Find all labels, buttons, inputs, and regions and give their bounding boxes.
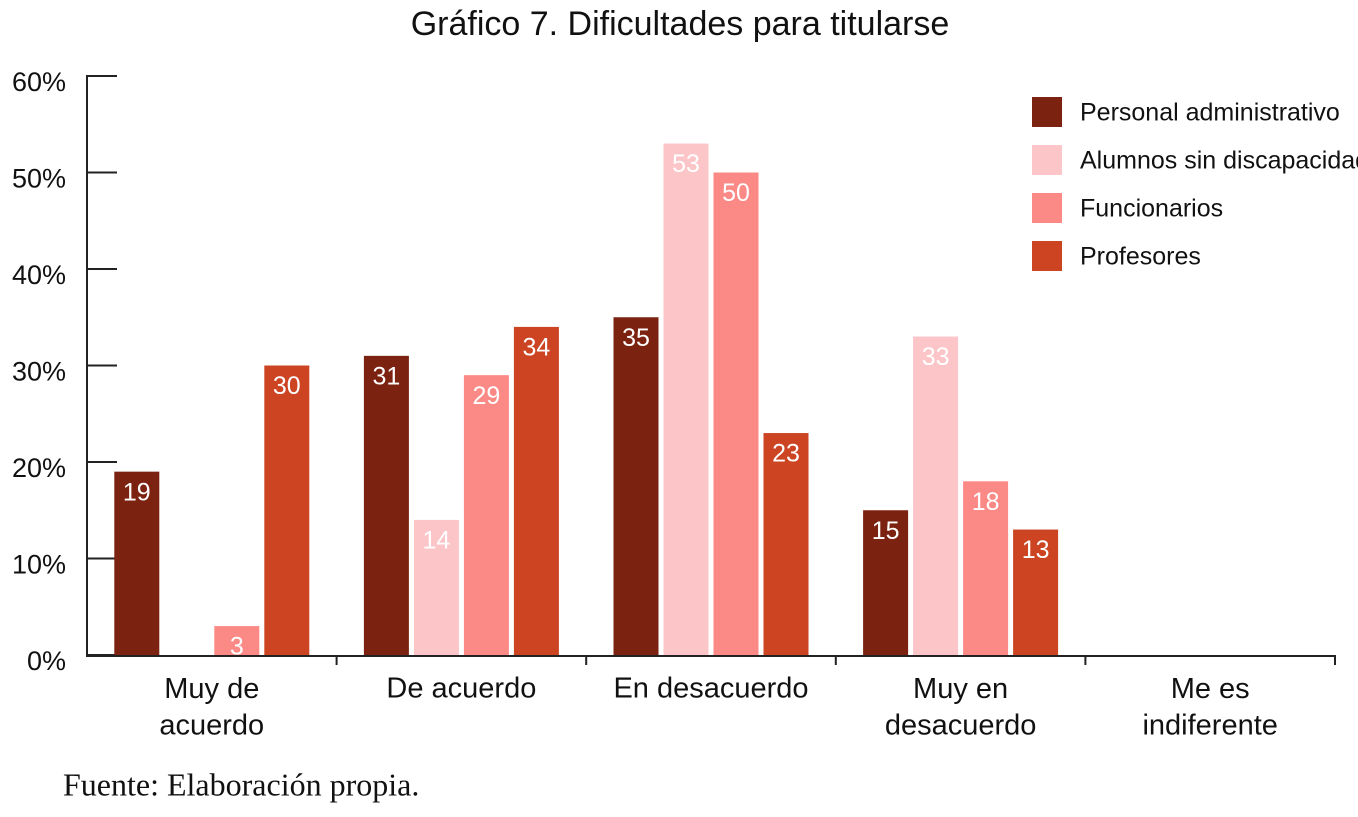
bar (763, 433, 809, 655)
x-tick-label: Muy en desacuerdo (885, 673, 1037, 741)
legend-swatch (1032, 145, 1062, 175)
data-label: 53 (672, 150, 700, 178)
y-tick-label: 40% (12, 260, 66, 290)
legend-label: Profesores (1080, 243, 1201, 271)
bar (264, 365, 310, 655)
bar (663, 143, 709, 656)
bar (1013, 529, 1059, 655)
data-label: 15 (872, 517, 900, 545)
x-tick-label: Me es indiferente (1142, 673, 1277, 741)
data-label: 30 (273, 372, 301, 400)
legend-swatch (1032, 97, 1062, 127)
bar (863, 510, 909, 655)
y-tick-label: 50% (12, 164, 66, 194)
bar (963, 481, 1009, 655)
data-label: 50 (722, 179, 750, 207)
legend-label: Personal administrativo (1080, 99, 1340, 127)
data-label: 18 (972, 488, 1000, 516)
data-label: 33 (922, 343, 950, 371)
y-tick-label: 20% (12, 453, 66, 483)
legend-label: Alumnos sin discapacidad (1080, 147, 1358, 175)
bar (413, 519, 459, 655)
x-tick-label: De acuerdo (386, 673, 536, 705)
data-label: 23 (772, 440, 800, 468)
data-label: 34 (522, 334, 550, 362)
x-tick-label: En desacuerdo (613, 673, 808, 705)
bar (463, 375, 509, 655)
y-tick-label: 0% (27, 646, 66, 676)
data-label: 13 (1022, 536, 1050, 564)
y-tick-label: 30% (12, 357, 66, 387)
bar (214, 626, 260, 655)
y-tick-label: 60% (12, 67, 66, 97)
legend-label: Funcionarios (1080, 195, 1223, 223)
chart-title: Gráfico 7. Dificultades para titularse (411, 5, 950, 43)
data-label: 29 (472, 382, 500, 410)
y-tick-label: 10% (12, 550, 66, 580)
data-label: 31 (372, 362, 400, 390)
legend-swatch (1032, 193, 1062, 223)
legend-swatch (1032, 241, 1062, 271)
data-label: 3 (230, 633, 244, 661)
data-label: 14 (422, 527, 450, 555)
bar (713, 172, 759, 655)
bar (613, 317, 659, 655)
bar (513, 326, 559, 655)
bar (114, 471, 160, 655)
bar (913, 336, 959, 655)
x-tick-label: Muy de acuerdo (159, 673, 264, 741)
bar (363, 355, 409, 655)
data-label: 19 (123, 478, 151, 506)
source-note: Fuente: Elaboración propia. (63, 766, 419, 802)
data-label: 35 (622, 324, 650, 352)
